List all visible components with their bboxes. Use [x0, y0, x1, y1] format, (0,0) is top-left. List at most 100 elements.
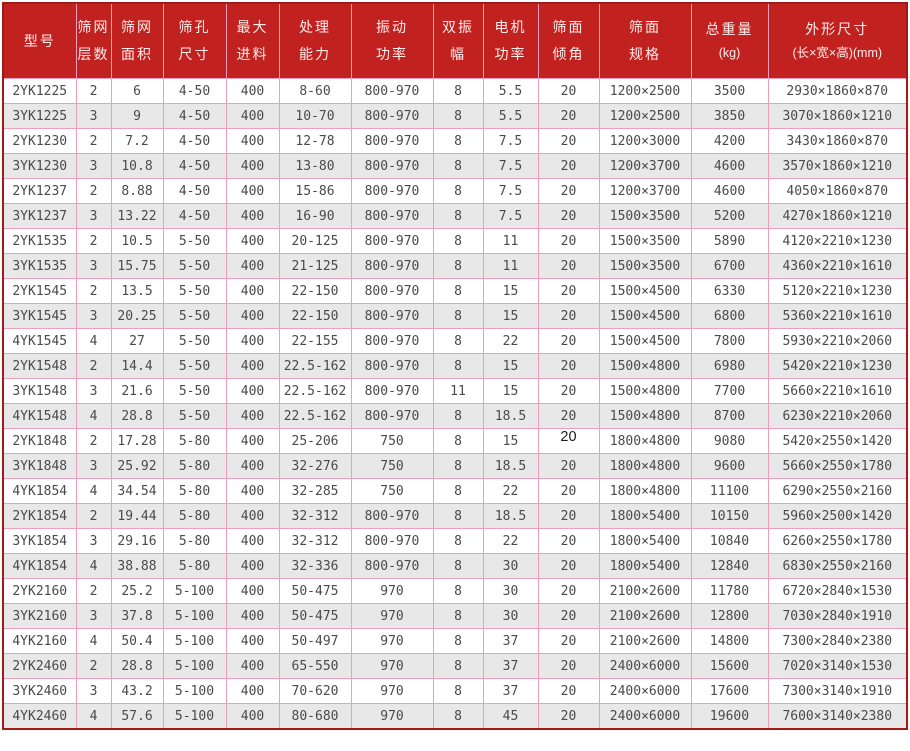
cell-screen-area: 14.4: [110, 353, 164, 379]
cell-weight: 11100: [690, 478, 769, 504]
cell-amplitude: 8: [432, 553, 484, 579]
cell-mesh-size: 5-80: [162, 478, 227, 504]
cell-max-feed: 400: [225, 278, 280, 304]
cell-layers: 2: [75, 353, 112, 379]
cell-capacity: 16-90: [278, 203, 352, 229]
cell-amplitude: 8: [432, 228, 484, 254]
cell-layers: 4: [75, 403, 112, 429]
cell-screen-area: 28.8: [110, 653, 164, 679]
cell-deck-spec: 1500×4500: [598, 278, 692, 304]
table-row: 2YK2460 2 28.8 5-100 400 65-550 970 8 37 20 2400×6…: [2, 653, 908, 679]
cell-deck-angle: 20: [537, 378, 600, 404]
cell-vib-power: 970: [350, 603, 434, 629]
cell-vib-power: 800-970: [350, 403, 434, 429]
cell-deck-angle: 20: [537, 503, 600, 529]
cell-max-feed: 400: [225, 328, 280, 354]
cell-mesh-size: 5-80: [162, 553, 227, 579]
cell-screen-area: 17.28: [110, 428, 164, 454]
cell-layers: 3: [75, 303, 112, 329]
cell-model: 4YK1545: [2, 328, 77, 354]
cell-model: 3YK1225: [2, 103, 77, 129]
cell-layers: 4: [75, 703, 112, 730]
cell-vib-power: 800-970: [350, 528, 434, 554]
cell-deck-spec: 2400×6000: [598, 653, 692, 679]
cell-dimensions: 5360×2210×1610: [767, 303, 908, 329]
cell-dimensions: 6230×2210×2060: [767, 403, 908, 429]
cell-layers: 2: [75, 578, 112, 604]
cell-amplitude: 11: [432, 378, 484, 404]
table-row: 3YK1548 3 21.6 5-50 400 22.5-162 800-970 11 15 20…: [2, 378, 908, 404]
col-header-line2: 面积: [121, 46, 153, 62]
cell-amplitude: 8: [432, 603, 484, 629]
cell-screen-area: 43.2: [110, 678, 164, 704]
cell-layers: 2: [75, 428, 112, 454]
cell-deck-spec: 1800×5400: [598, 503, 692, 529]
cell-weight: 12840: [690, 553, 769, 579]
cell-screen-area: 29.16: [110, 528, 164, 554]
cell-amplitude: 8: [432, 303, 484, 329]
cell-capacity: 32-312: [278, 528, 352, 554]
cell-screen-area: 38.88: [110, 553, 164, 579]
cell-deck-angle: 20: [537, 428, 600, 454]
cell-capacity: 80-680: [278, 703, 352, 730]
cell-motor-power: 22: [482, 328, 539, 354]
cell-max-feed: 400: [225, 403, 280, 429]
cell-capacity: 10-70: [278, 103, 352, 129]
col-header-motor-power: 电机 功率: [482, 2, 539, 79]
cell-amplitude: 8: [432, 178, 484, 204]
cell-dimensions: 3070×1860×1210: [767, 103, 908, 129]
table-row: 4YK1548 4 28.8 5-50 400 22.5-162 800-970 8 18.5 2…: [2, 403, 908, 429]
cell-motor-power: 37: [482, 678, 539, 704]
cell-screen-area: 27: [110, 328, 164, 354]
col-header-line2: 尺寸: [178, 46, 211, 62]
cell-deck-angle: 20: [537, 353, 600, 379]
col-header-line1: 最大: [236, 19, 269, 36]
col-header-line1: 振动: [376, 19, 408, 36]
cell-deck-angle: 20: [537, 278, 600, 304]
cell-model: 3YK2460: [2, 678, 77, 704]
cell-vib-power: 970: [350, 678, 434, 704]
cell-mesh-size: 4-50: [162, 153, 227, 179]
cell-mesh-size: 5-80: [162, 428, 227, 454]
col-header-line2: 进料: [236, 46, 269, 62]
cell-max-feed: 400: [225, 428, 280, 454]
cell-weight: 5200: [690, 203, 769, 229]
cell-mesh-size: 5-100: [162, 603, 227, 629]
cell-max-feed: 400: [225, 528, 280, 554]
cell-capacity: 22.5-162: [278, 378, 352, 404]
cell-amplitude: 8: [432, 478, 484, 504]
cell-dimensions: 5120×2210×1230: [767, 278, 908, 304]
cell-layers: 3: [75, 253, 112, 279]
cell-screen-area: 10.5: [110, 228, 164, 254]
col-header-line1: 总重量: [705, 20, 754, 37]
cell-weight: 11780: [690, 578, 769, 604]
cell-capacity: 65-550: [278, 653, 352, 679]
cell-deck-angle: 20: [537, 478, 600, 504]
cell-layers: 4: [75, 553, 112, 579]
cell-screen-area: 13.5: [110, 278, 164, 304]
cell-dimensions: 7300×3140×1910: [767, 678, 908, 704]
cell-deck-angle: 20: [537, 203, 600, 229]
cell-amplitude: 8: [432, 278, 484, 304]
cell-motor-power: 30: [482, 603, 539, 629]
cell-dimensions: 7030×2840×1910: [767, 603, 908, 629]
cell-mesh-size: 5-80: [162, 453, 227, 479]
cell-capacity: 15-86: [278, 178, 352, 204]
cell-max-feed: 400: [225, 103, 280, 129]
cell-mesh-size: 5-100: [162, 703, 227, 730]
cell-screen-area: 25.92: [110, 453, 164, 479]
cell-weight: 5890: [690, 228, 769, 254]
table-row: 3YK1230 3 10.8 4-50 400 13-80 800-970 8 7.5 20 120…: [2, 153, 908, 179]
cell-vib-power: 970: [350, 703, 434, 730]
cell-vib-power: 800-970: [350, 378, 434, 404]
cell-amplitude: 8: [432, 153, 484, 179]
cell-motor-power: 7.5: [482, 203, 539, 229]
cell-vib-power: 970: [350, 578, 434, 604]
cell-motor-power: 22: [482, 478, 539, 504]
table-row: 3YK1237 3 13.22 4-50 400 16-90 800-970 8 7.5 20 15…: [2, 203, 908, 229]
cell-weight: 4600: [690, 178, 769, 204]
cell-weight: 17600: [690, 678, 769, 704]
col-header-line1: 双振: [442, 19, 474, 36]
cell-model: 4YK2460: [2, 703, 77, 730]
cell-model: 3YK2160: [2, 603, 77, 629]
